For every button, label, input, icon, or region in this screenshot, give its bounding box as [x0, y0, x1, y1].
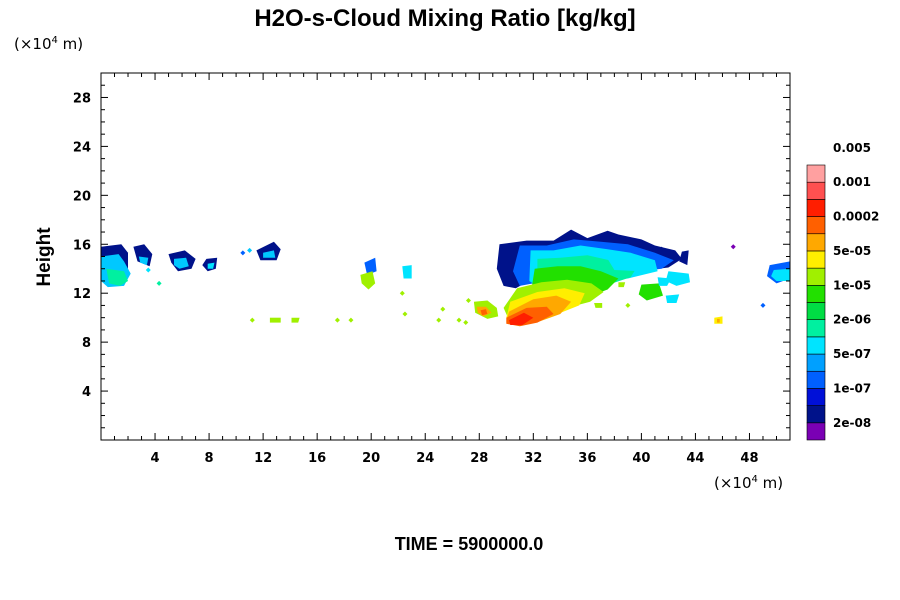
colorbar-label: 0.0002 [833, 210, 879, 224]
x-unit-suffix: m) [758, 474, 783, 492]
cloud-region-36 [618, 282, 626, 288]
colorbar-label: 1e-07 [833, 381, 871, 395]
colorbar-swatch [806, 181, 826, 200]
y-unit-label: (×104 m) [14, 35, 83, 53]
cloud-dot-3 [436, 317, 442, 323]
y-tick-label: 4 [82, 385, 91, 400]
cloud-dot-10 [145, 267, 151, 273]
y-unit-prefix: (×10 [14, 35, 52, 53]
cloud-region-12 [360, 271, 376, 290]
cloud-dot-4 [456, 317, 462, 323]
cloud-region-13 [402, 265, 412, 279]
colorbar-label: 5e-05 [833, 244, 871, 258]
cloud-dot-13 [240, 250, 246, 256]
cloud-dot-0 [249, 317, 255, 323]
cloud-dot-7 [402, 311, 408, 317]
colorbar-label: 1e-05 [833, 278, 871, 292]
x-tick-label: 36 [578, 451, 596, 466]
chart-title: H2O-s-Cloud Mixing Ratio [kg/kg] [254, 5, 635, 32]
x-unit-label: (×104 m) [714, 474, 783, 492]
cloud-region-11 [364, 257, 377, 275]
x-tick-label: 28 [470, 451, 488, 466]
x-tick-label: 20 [362, 451, 380, 466]
cloud-region-18 [665, 294, 680, 303]
x-tick-label: 8 [205, 451, 214, 466]
cloud-dot-6 [399, 290, 405, 296]
colorbar: 2e-08 1e-07 5e-07 2e-06 1e-05 5e-05 0.0002 0.00… [806, 141, 879, 441]
cloud-dot-9 [465, 298, 471, 304]
y-tick-label: 8 [82, 336, 91, 351]
y-tick-label: 28 [73, 91, 91, 106]
colorbar-swatch [806, 336, 826, 355]
colorbar-label: 0.001 [833, 175, 871, 189]
cloud-region-39 [269, 317, 281, 323]
cloud-region-31 [607, 258, 649, 272]
cloud-dot-17 [659, 246, 665, 252]
x-tick-label: 12 [254, 451, 272, 466]
cloud-region-4 [138, 256, 149, 266]
colorbar-swatch [806, 250, 826, 269]
x-tick-label: 32 [524, 451, 542, 466]
cloud-region-17 [657, 277, 672, 286]
x-tick-label: 40 [632, 451, 650, 466]
cloud-region-38 [717, 318, 720, 323]
cloud-region-8 [207, 262, 215, 269]
y-tick-label: 12 [73, 287, 91, 302]
y-tick-label: 16 [73, 238, 91, 253]
y-tick-label: 20 [73, 189, 91, 204]
cloud-region-40 [291, 317, 300, 323]
cloud-region-34 [480, 309, 488, 316]
colorbar-swatch [806, 353, 826, 372]
colorbar-swatch [806, 267, 826, 286]
colorbar-swatch [806, 164, 826, 183]
colorbar-label: 2e-06 [833, 313, 871, 327]
time-label: TIME = 5900000.0 [395, 534, 544, 554]
cloud-dot-12 [247, 247, 253, 253]
cloud-dot-15 [760, 302, 766, 308]
cloud-dot-8 [463, 320, 469, 326]
y-tick-label: 24 [73, 140, 91, 155]
colorbar-swatch [806, 422, 826, 441]
colorbar-swatch [806, 199, 826, 217]
cloud-dot-14 [730, 244, 736, 250]
cloud-dot-16 [625, 302, 631, 308]
y-unit-suffix: m) [58, 35, 83, 53]
cloud-dot-2 [348, 317, 354, 323]
cloud-region-14 [679, 250, 689, 266]
cloud-dot-11 [156, 280, 162, 286]
cloud-region-10 [263, 250, 276, 258]
cloud-region-16 [638, 283, 663, 301]
x-tick-label: 44 [686, 451, 704, 466]
y-axis-label: Height [34, 227, 55, 287]
x-tick-label: 4 [151, 451, 160, 466]
x-tick-label: 24 [416, 451, 434, 466]
colorbar-swatch [806, 370, 826, 389]
x-tick-label: 16 [308, 451, 326, 466]
colorbar-label: 5e-07 [833, 347, 871, 361]
colorbar-swatch [806, 319, 826, 338]
cloud-region-20 [771, 268, 790, 281]
cloud-dot-1 [334, 317, 340, 323]
cloud-region-15 [665, 271, 690, 286]
cloud-region-2 [106, 268, 128, 286]
colorbar-swatch [806, 405, 826, 424]
colorbar-swatch [806, 233, 826, 252]
y-unit-exponent: 4 [52, 35, 58, 46]
cloud-region-30 [509, 312, 534, 325]
colorbar-swatch [806, 216, 826, 235]
cloud-region-6 [174, 257, 189, 269]
colorbar-swatch [806, 302, 826, 320]
plot-area [101, 229, 790, 327]
colorbar-label: 0.005 [833, 141, 871, 155]
colorbar-label: 2e-08 [833, 416, 871, 430]
x-unit-prefix: (×10 [714, 474, 752, 492]
colorbar-swatch [806, 388, 826, 406]
cloud-dot-5 [440, 306, 446, 312]
x-unit-exponent: 4 [752, 474, 758, 485]
colorbar-swatch [806, 285, 826, 303]
x-tick-label: 48 [740, 451, 758, 466]
cloud-region-35 [594, 303, 603, 308]
